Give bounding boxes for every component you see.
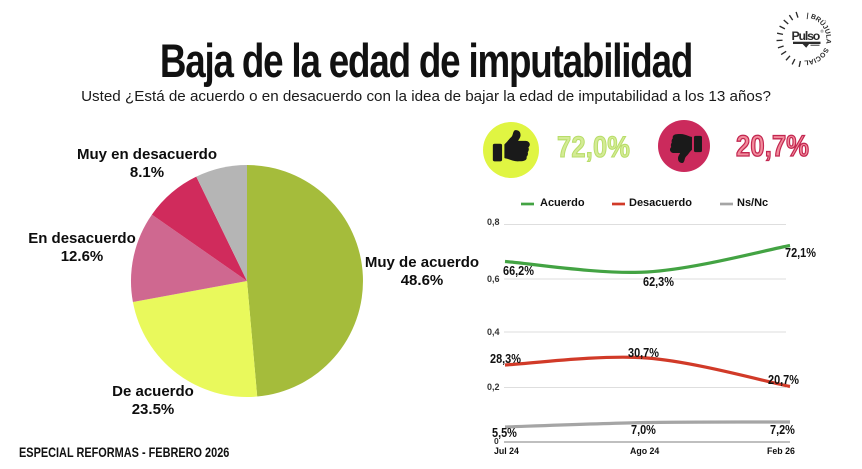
svg-text:Pulso: Pulso <box>792 29 821 43</box>
svg-text:®: ® <box>821 29 825 34</box>
